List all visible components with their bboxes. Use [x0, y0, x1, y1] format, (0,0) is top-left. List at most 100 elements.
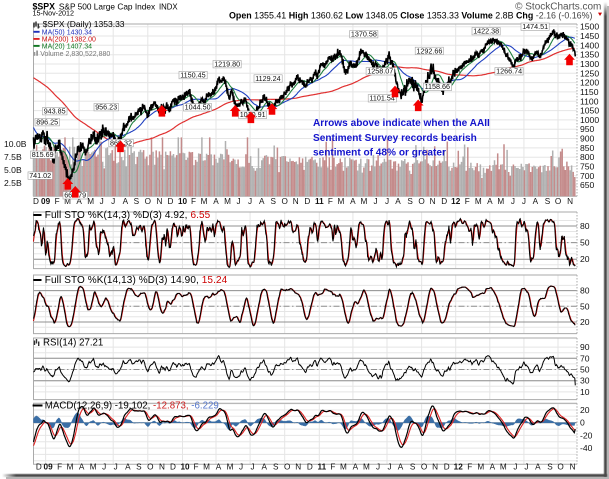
svg-text:F: F — [465, 197, 470, 206]
svg-text:1150: 1150 — [580, 87, 599, 97]
svg-text:J: J — [524, 463, 528, 472]
svg-text:1101.54: 1101.54 — [369, 94, 394, 103]
svg-text:MA(200) 1382.00: MA(200) 1382.00 — [42, 37, 96, 44]
svg-text:S: S — [134, 197, 140, 206]
svg-text:A: A — [125, 463, 131, 472]
svg-text:D: D — [304, 197, 310, 206]
svg-text:O: O — [145, 197, 151, 206]
svg-text:A: A — [535, 463, 541, 472]
svg-text:O: O — [557, 463, 563, 472]
svg-text:Volume 2,830,522,880: Volume 2,830,522,880 — [40, 51, 110, 58]
svg-text:50: 50 — [580, 301, 590, 311]
svg-text:A: A — [353, 463, 359, 472]
svg-text:1400: 1400 — [580, 40, 599, 50]
svg-text:F: F — [328, 197, 333, 206]
svg-text:10: 10 — [580, 387, 590, 397]
svg-text:80: 80 — [580, 221, 590, 231]
svg-text:1250: 1250 — [580, 68, 599, 78]
svg-text:J: J — [102, 463, 106, 472]
svg-text:MA(20) 1407.34: MA(20) 1407.34 — [42, 44, 92, 51]
svg-text:D: D — [167, 197, 173, 206]
svg-text:A: A — [216, 463, 222, 472]
svg-text:-20: -20 — [580, 430, 593, 440]
svg-text:943.85: 943.85 — [44, 107, 66, 116]
svg-text:N: N — [159, 463, 165, 472]
svg-text:896.25: 896.25 — [36, 118, 58, 127]
svg-text:A: A — [76, 197, 82, 206]
svg-text:Arrows above indicate when the: Arrows above indicate when the AAII — [313, 118, 490, 129]
svg-text:1258.07: 1258.07 — [367, 67, 393, 76]
svg-text:1422.38: 1422.38 — [473, 27, 499, 36]
svg-text:Full STO %K(14,3) %D(3) 4.92,: Full STO %K(14,3) %D(3) 4.92, 6.55 — [45, 210, 211, 221]
svg-text:J: J — [513, 463, 517, 472]
svg-text:F: F — [330, 463, 335, 472]
svg-text:S: S — [547, 463, 553, 472]
svg-text:10: 10 — [178, 197, 188, 206]
svg-text:A: A — [213, 197, 219, 206]
svg-text:D: D — [170, 463, 176, 472]
svg-text:1129.24: 1129.24 — [255, 74, 280, 83]
svg-text:S&P 500 Large Cap Index: S&P 500 Large Cap Index — [59, 2, 156, 12]
svg-text:5.0B: 5.0B — [4, 165, 22, 175]
svg-text:S: S — [407, 197, 413, 206]
svg-text:F: F — [55, 197, 60, 206]
svg-text:A: A — [350, 197, 356, 206]
svg-text:M: M — [227, 463, 234, 472]
svg-text:M: M — [67, 463, 74, 472]
svg-text:0: 0 — [580, 418, 585, 428]
svg-text:1100: 1100 — [580, 96, 599, 106]
svg-text:20: 20 — [580, 254, 590, 264]
svg-text:50: 50 — [580, 238, 590, 248]
svg-text:$SPX: $SPX — [33, 2, 56, 12]
svg-text:J: J — [522, 197, 526, 206]
svg-text:O: O — [147, 463, 153, 472]
svg-text:M: M — [90, 463, 97, 472]
svg-text:N: N — [432, 463, 438, 472]
svg-text:M: M — [224, 197, 231, 206]
svg-text:M: M — [500, 463, 507, 472]
svg-text:A: A — [259, 197, 265, 206]
svg-text:741.02: 741.02 — [29, 171, 51, 180]
svg-text:J: J — [111, 197, 115, 206]
svg-text:O: O — [555, 197, 561, 206]
svg-text:S: S — [136, 463, 142, 472]
svg-text:A: A — [533, 197, 539, 206]
svg-text:S: S — [545, 197, 551, 206]
svg-text:M: M — [360, 197, 367, 206]
svg-text:O: O — [421, 463, 427, 472]
svg-text:INDX: INDX — [159, 3, 178, 12]
svg-text:1450: 1450 — [580, 31, 599, 41]
svg-text:M: M — [64, 197, 71, 206]
svg-text:1200: 1200 — [580, 78, 599, 88]
svg-text:850: 850 — [580, 143, 595, 153]
svg-text:D: D — [36, 463, 42, 472]
svg-text:D: D — [33, 197, 39, 206]
svg-text:M: M — [340, 463, 347, 472]
svg-text:F: F — [191, 197, 196, 206]
svg-text:J: J — [385, 197, 389, 206]
svg-text:956.23: 956.23 — [95, 103, 117, 112]
svg-text:1500: 1500 — [580, 22, 599, 32]
svg-text:A: A — [79, 463, 85, 472]
svg-text:MA(50) 1430.34: MA(50) 1430.34 — [42, 29, 92, 36]
svg-text:J: J — [248, 197, 252, 206]
svg-text:A: A — [123, 197, 129, 206]
svg-text:N: N — [570, 463, 576, 472]
svg-text:7.5B: 7.5B — [4, 152, 22, 162]
svg-text:N: N — [430, 197, 436, 206]
svg-text:1300: 1300 — [580, 59, 599, 69]
svg-text:M: M — [475, 197, 482, 206]
svg-text:J: J — [100, 197, 104, 206]
svg-text:A: A — [398, 463, 404, 472]
svg-text:750: 750 — [580, 162, 595, 172]
svg-text:10: 10 — [180, 463, 190, 472]
svg-text:1370.58: 1370.58 — [351, 30, 377, 39]
svg-text:D: D — [444, 463, 450, 472]
svg-text:J: J — [376, 463, 380, 472]
svg-text:70: 70 — [580, 353, 590, 363]
svg-text:20: 20 — [580, 317, 590, 327]
svg-text:A: A — [261, 463, 267, 472]
svg-text:J: J — [114, 463, 118, 472]
svg-text:D: D — [441, 197, 447, 206]
svg-text:30: 30 — [580, 376, 590, 386]
